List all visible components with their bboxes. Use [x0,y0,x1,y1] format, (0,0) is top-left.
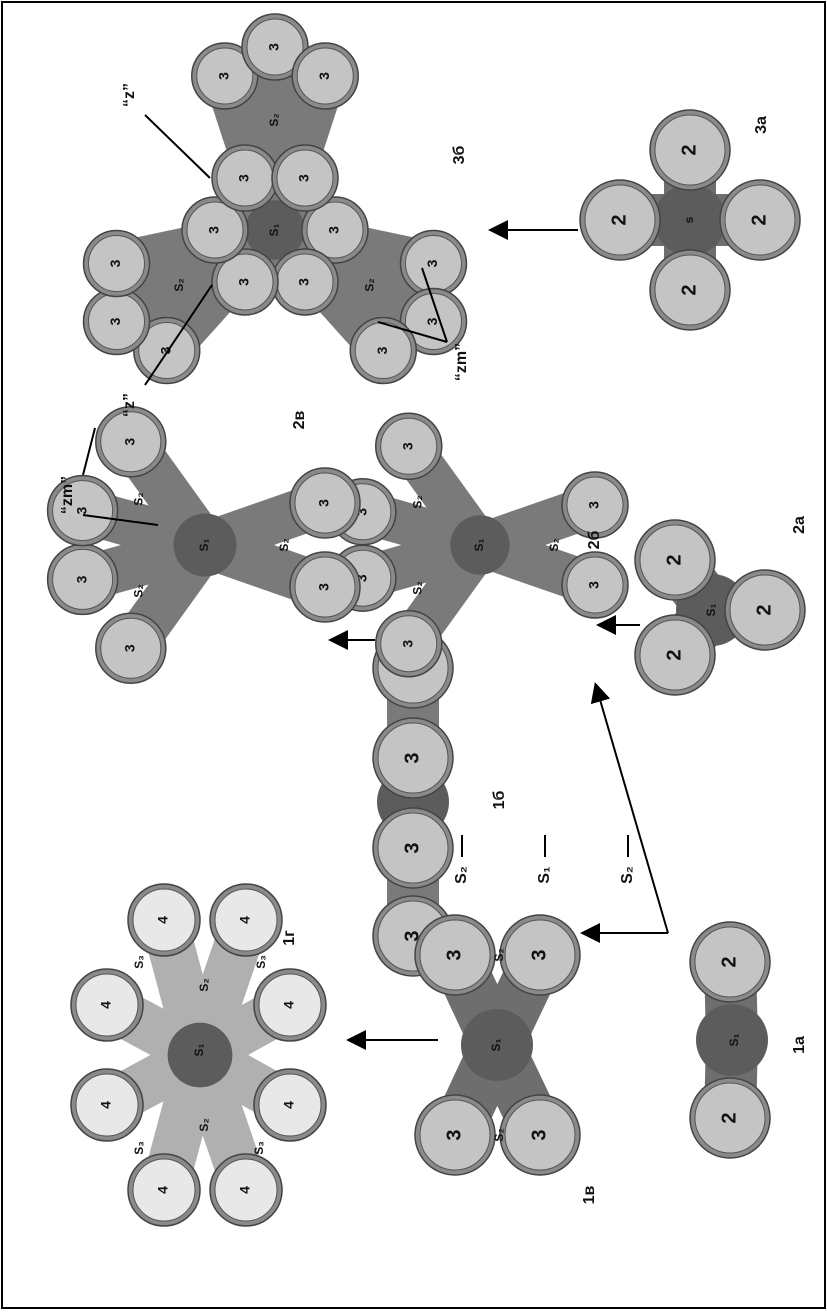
s-label: S₂ [172,278,186,291]
arrow [596,686,668,933]
s-label: S₂ [267,113,281,126]
s-label: S₁ [536,866,553,884]
cell-number: 3 [424,259,440,267]
s-label: S₂ [411,495,425,508]
cell-number: 2 [678,144,700,155]
cell-number: 4 [281,1001,297,1009]
s-label: S₂ [411,581,425,594]
cell-number: 4 [237,1186,253,1194]
cell-number: 2 [663,554,685,565]
panel-label: 1а [791,1036,808,1054]
s-label: S₂ [453,866,470,884]
panel-label: 1г [281,930,298,946]
s-label: S₂ [197,978,211,991]
diagram: 2 2 S₁ 1а 3 3 3 3 S₂ S₁ S₂ 1б 3 3 3 3 S₁ S₂ S₂ 1в 4 4 4 4 4 4 4 4 S₁… [0,0,827,1310]
cell-number: 4 [281,1101,297,1109]
s-label: S₂ [132,584,146,597]
annotation: “zm” [59,476,76,514]
cell-number: 4 [155,1186,171,1194]
cell-number: 3 [401,842,423,853]
cell-number: 3 [326,226,342,234]
pointer [83,428,95,475]
s-label: S₂ [619,866,636,884]
cell-number: 3 [206,226,222,234]
cell-number: 3 [399,640,415,648]
cell-number: 2 [608,214,630,225]
cell-number: 3 [316,583,332,591]
cell-number: 3 [528,1129,550,1140]
cell-number: 3 [107,259,123,267]
cell-number: 3 [401,752,423,763]
cell-number: 3 [443,949,465,960]
cell-number: 3 [528,949,550,960]
cell-number: 4 [98,1001,114,1009]
s-label: S₃ [132,1141,146,1155]
cell-number: 2 [663,649,685,660]
cell-number: 3 [236,278,252,286]
cell-number: 3 [586,501,602,509]
panel-label: 1в [581,1185,598,1204]
s-label: S₁ [197,538,211,551]
annotation: “z” [121,83,138,107]
s-label: S₁ [704,603,718,616]
cell-number: 3 [424,317,440,325]
cell-number: 2 [678,284,700,295]
panel-label: 1б [491,790,508,809]
panel-label: 2б [586,530,603,549]
annotation: “z” [121,393,138,417]
cell-number: 4 [98,1101,114,1109]
s-label: S₃ [132,955,146,969]
s-label: S₁ [267,223,281,236]
s-label: S₃ [252,1141,266,1155]
s-label: S₁ [489,1038,503,1051]
s-label: S₂ [492,1128,506,1141]
cell-number: 2 [753,604,775,615]
cell-number: 3 [266,43,282,51]
cell-number: 3 [107,317,123,325]
s-label: S₁ [192,1043,206,1056]
panel-label: 2в [291,410,308,429]
cell-number: 3 [586,581,602,589]
cell-number: 2 [718,1112,740,1123]
s-label: S₂ [362,278,376,291]
s-label: S₂ [547,538,561,551]
cell-number: 3 [316,499,332,507]
cell-number: 3 [121,644,137,652]
cell-number: 3 [443,1129,465,1140]
cell-number: 3 [296,278,312,286]
cell-number: 2 [718,956,740,967]
cell-number: 3 [121,438,137,446]
cell-number: 3 [399,442,415,450]
s-label: S₂ [132,492,146,505]
s-label: S₂ [277,538,291,551]
panel-label: 2а [791,516,808,534]
s-label: S₃ [254,955,268,969]
cell-number: 3 [73,575,89,583]
s-label: S₂ [492,948,506,961]
s-label: S₁ [472,538,486,551]
cell-number: 4 [155,916,171,924]
cell-number: 3 [296,174,312,182]
cell-number: 3 [374,346,390,354]
cell-number: 3 [236,174,252,182]
cell-number: 3 [316,72,332,80]
s-label: S₁ [727,1033,741,1046]
cell-number: 2 [748,214,770,225]
panel-label: 3б [451,145,468,164]
s-label: S₂ [197,1118,211,1131]
panel-label: 3а [753,116,770,134]
cell-number: 3 [215,72,231,80]
pointer [145,115,210,178]
cell-number: 4 [237,916,253,924]
annotation: “zm” [453,343,470,381]
s-label: s [682,216,696,223]
